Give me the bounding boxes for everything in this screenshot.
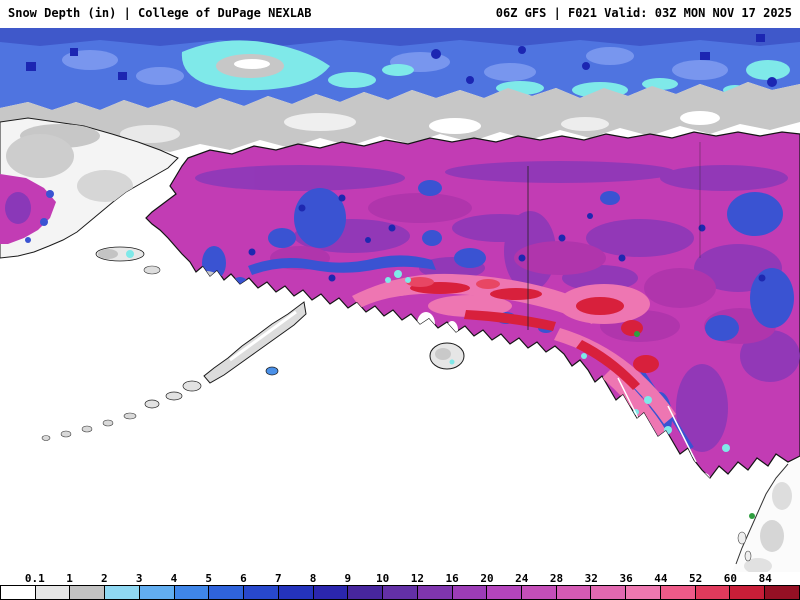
colorbar-segment [521,585,557,600]
colorbar-label: 16 [445,572,459,585]
interior-detail [189,161,800,478]
st-lawrence-island [95,246,161,275]
colorbar-label: 28 [549,572,564,585]
forecast-map [0,26,800,572]
colorbar-label: 36 [619,572,633,585]
colorbar-segment [555,585,592,600]
colorbar-segment [69,585,106,600]
colorbar-segment [243,585,279,600]
model-run-info: 06Z GFS | F021 Valid: 03Z MON NOV 17 202… [495,6,792,20]
alaska-peninsula [203,301,307,384]
colorbar-segment [208,585,245,600]
colorbar-segment [486,585,523,600]
colorbar-label: 10 [375,572,390,585]
colorbar-label: 52 [689,572,703,585]
colorbar-segment [138,585,175,600]
colorbar-segment [625,585,661,600]
colorbar-label: 12 [410,572,425,585]
colorbar-segment [659,585,696,600]
alaska-mainland [145,131,800,479]
colorbar-segment [104,585,140,600]
colorbar-segment [451,585,488,600]
colorbar-segment [416,585,453,600]
green-spots [634,331,755,519]
colorbar-segment [173,585,210,600]
bc-coast [732,458,800,572]
colorbar-label: 24 [515,572,529,585]
colorbar-label: 5 [205,572,212,585]
colorbar-label: 84 [758,572,772,585]
political-borders [527,142,701,330]
colorbar-segment [729,585,766,600]
colorbar-segment [0,585,36,600]
colorbar-label: 8 [309,572,317,585]
aleutian-islands [41,366,279,441]
colorbar-segment [277,585,314,600]
product-title: Snow Depth (in) | College of DuPage NEXL… [8,6,312,20]
colorbar-label: 32 [584,572,598,585]
colorbar-segment [694,585,731,600]
colorbar-label: 4 [170,572,178,585]
title-bar: Snow Depth (in) | College of DuPage NEXL… [0,0,800,26]
colorbar-segment [764,585,800,600]
kodiak-island [429,342,465,370]
colorbar-segment [34,585,71,600]
colorbar-segment [590,585,627,600]
colorbar [0,585,800,600]
colorbar-label: 44 [654,572,668,585]
colorbar-label: 0.1 [24,572,45,585]
colorbar-label: 60 [723,572,738,585]
colorbar-label: 1 [66,572,73,585]
sea-ice-trace-band [0,82,800,156]
arctic-ocean-snow-band [0,28,800,110]
colorbar-label: 20 [480,572,494,585]
snow-depth-map-canvas [0,26,800,572]
colorbar-segment [347,585,384,600]
chukotka-landmass [0,117,179,259]
colorbar-label: 6 [240,572,247,585]
colorbar-segment [382,585,418,600]
colorbar-label: 2 [101,572,108,585]
colorbar-label: 3 [135,572,143,585]
colorbar-segment [312,585,349,600]
colorbar-labels: 0.1 1 2 3 4 5 6 7 8 9 10 12 16 20 24 28 32 36 44 52 60 84 [0,572,800,585]
colorbar-label: 7 [274,572,282,585]
colorbar-label: 9 [344,572,352,585]
